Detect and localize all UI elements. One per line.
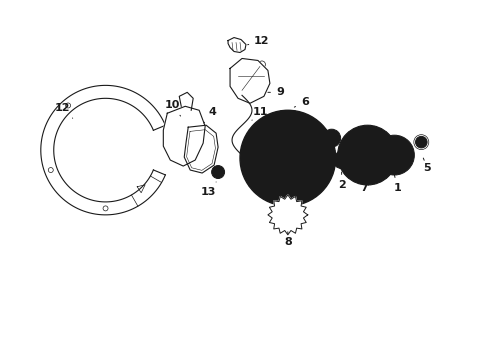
- Text: 12: 12: [247, 36, 269, 46]
- Text: 10: 10: [164, 100, 180, 116]
- Text: 9: 9: [267, 87, 283, 97]
- Polygon shape: [184, 125, 218, 173]
- Polygon shape: [229, 58, 269, 103]
- Polygon shape: [227, 37, 245, 53]
- Text: 11: 11: [251, 107, 267, 120]
- Text: 12: 12: [55, 103, 73, 118]
- Circle shape: [374, 135, 413, 175]
- Text: 8: 8: [284, 232, 291, 247]
- Circle shape: [322, 129, 340, 147]
- Circle shape: [240, 110, 335, 206]
- Text: 13: 13: [200, 182, 216, 197]
- Text: 5: 5: [423, 158, 430, 173]
- Circle shape: [337, 125, 397, 185]
- Text: 3: 3: [317, 155, 329, 170]
- Circle shape: [349, 137, 385, 173]
- Polygon shape: [163, 106, 205, 166]
- Circle shape: [415, 136, 426, 148]
- Text: 4: 4: [203, 107, 216, 123]
- Circle shape: [263, 133, 312, 183]
- Circle shape: [211, 166, 224, 179]
- Text: 6: 6: [294, 97, 308, 107]
- Text: 7: 7: [360, 178, 367, 193]
- Circle shape: [332, 152, 349, 168]
- Text: 2: 2: [337, 172, 345, 190]
- Circle shape: [273, 201, 301, 229]
- Polygon shape: [267, 195, 307, 235]
- Text: 1: 1: [393, 175, 401, 193]
